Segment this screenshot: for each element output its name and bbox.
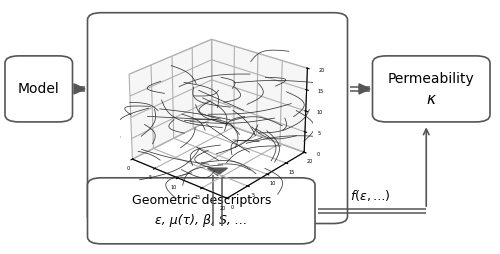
Text: ε, μ(τ), β, S, …: ε, μ(τ), β, S, … <box>155 214 248 228</box>
Polygon shape <box>359 84 370 94</box>
Text: Model: Model <box>18 82 59 96</box>
FancyBboxPatch shape <box>372 56 490 122</box>
FancyBboxPatch shape <box>5 56 72 122</box>
Polygon shape <box>208 168 228 175</box>
Text: Geometric descriptors: Geometric descriptors <box>132 194 271 207</box>
Text: Permeability: Permeability <box>388 72 474 86</box>
FancyBboxPatch shape <box>88 178 315 244</box>
FancyBboxPatch shape <box>88 13 348 224</box>
Text: $f(\varepsilon,\ldots)$: $f(\varepsilon,\ldots)$ <box>350 188 391 203</box>
Polygon shape <box>74 84 85 94</box>
Text: κ: κ <box>427 91 436 107</box>
